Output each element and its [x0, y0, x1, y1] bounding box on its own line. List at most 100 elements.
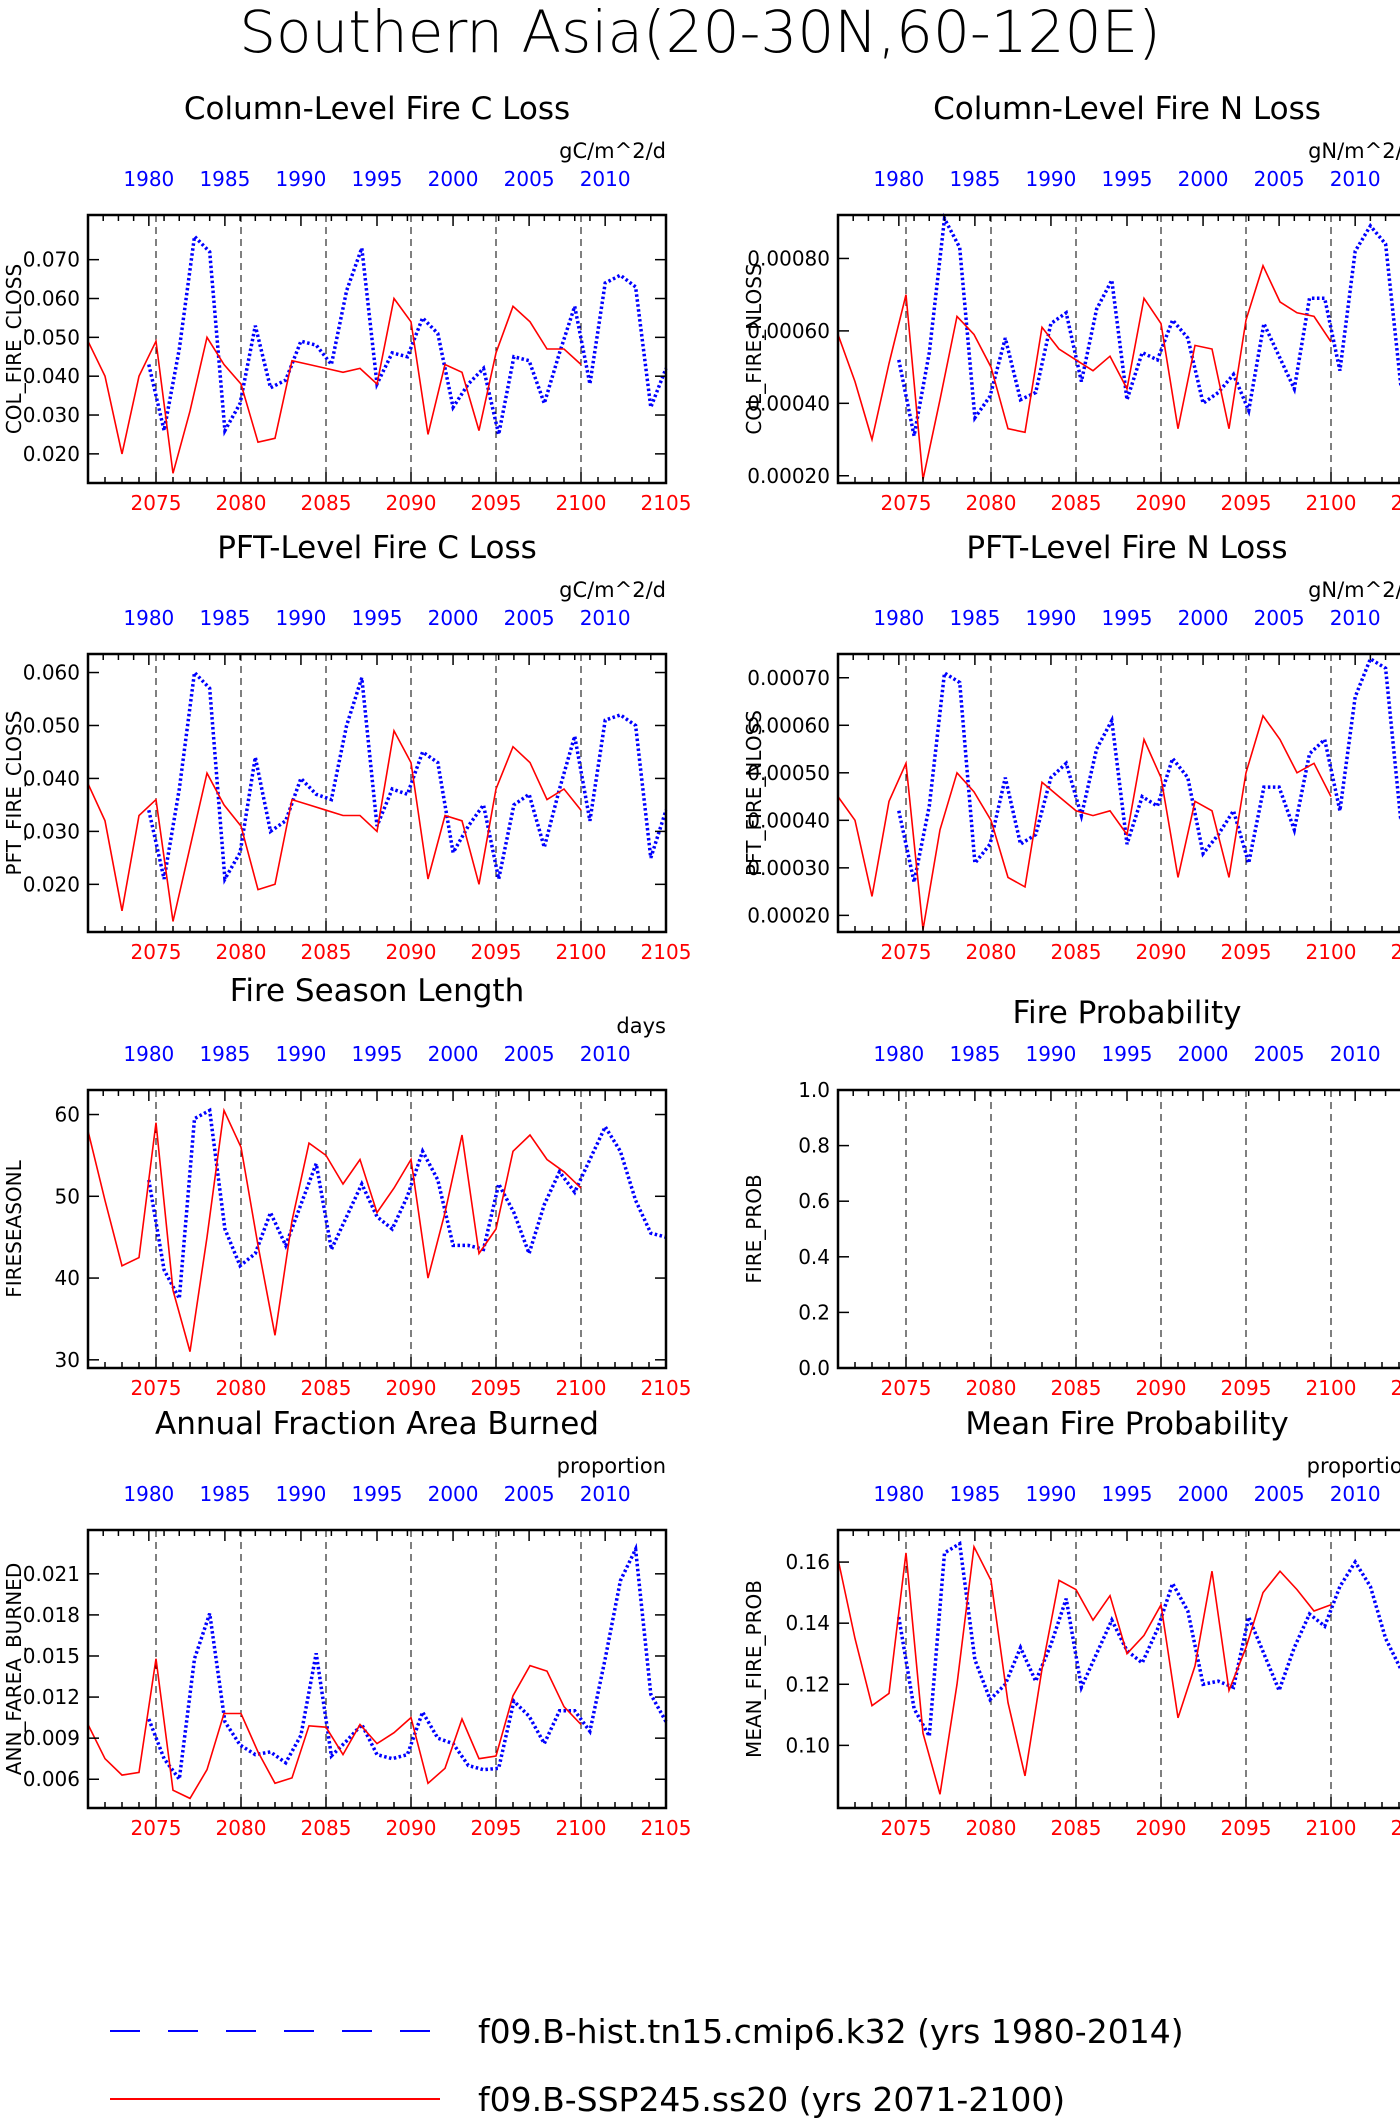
top-axis-tick-label: 1995 [352, 606, 403, 630]
top-axis-tick-label: 2000 [1178, 1042, 1229, 1066]
y-axis-tick-label: 60 [55, 1103, 80, 1127]
top-axis-tick-label: 2010 [580, 167, 631, 191]
top-axis-tick-label: 2000 [1178, 1482, 1229, 1506]
panel-title: Mean Fire Probability [965, 1406, 1288, 1442]
series-line-ssp [87, 296, 582, 474]
bottom-axis-tick-label: 2075 [881, 491, 932, 515]
top-axis-tick-label: 2010 [580, 1042, 631, 1066]
series-line-ssp [87, 1107, 582, 1352]
series-line-hist [897, 656, 1400, 883]
y-axis-tick-label: 0.00020 [747, 464, 830, 488]
bottom-axis-tick-label: 2075 [131, 491, 182, 515]
top-axis-tick-label: 2005 [504, 606, 555, 630]
bottom-axis-tick-label: 2095 [471, 1816, 522, 1840]
top-axis-tick-label: 2005 [1254, 606, 1305, 630]
plot-frame [86, 213, 668, 485]
top-axis-tick-label: 2010 [1330, 1042, 1381, 1066]
plot-frame [86, 652, 668, 934]
y-axis-tick-label: 0.00030 [747, 856, 830, 880]
panel-ann_farea_burned: 1980 1985 1990 1995 2000 2005 2010 2075 2080 2085… [2, 1406, 691, 1840]
panel-title: Annual Fraction Area Burned [155, 1406, 599, 1442]
series-line-hist [147, 668, 668, 885]
y-axis-tick-label: 0.0 [798, 1356, 830, 1380]
bottom-axis-tick-label: 2090 [386, 491, 437, 515]
top-axis-tick-label: 1995 [352, 167, 403, 191]
bottom-axis-tick-label: 2095 [1221, 491, 1272, 515]
bottom-axis-tick-label: 2085 [301, 1376, 352, 1400]
panel-title: PFT-Level Fire C Loss [217, 530, 537, 566]
legend-label-ssp: f09.B-SSP245.ss20 (yrs 2071-2100) [478, 2080, 1065, 2119]
series-line-hist [147, 1542, 668, 1784]
bottom-axis-tick-label: 2100 [556, 491, 607, 515]
top-axis-tick-label: 1995 [352, 1482, 403, 1506]
bottom-axis-tick-label: 2100 [1306, 940, 1357, 964]
top-axis-tick-label: 2005 [504, 1482, 555, 1506]
y-axis-tick-label: 0.00040 [747, 391, 830, 415]
top-axis-tick-label: 2005 [1254, 1482, 1305, 1506]
bottom-axis-tick-label: 2100 [556, 940, 607, 964]
bottom-axis-tick-label: 2105 [1391, 1816, 1400, 1840]
y-axis-tick-label: 50 [55, 1184, 80, 1208]
top-axis-tick-label: 1985 [949, 1482, 1000, 1506]
top-axis-tick-label: 1985 [949, 167, 1000, 191]
y-axis-tick-label: 0.00070 [747, 666, 830, 690]
bottom-axis-tick-label: 2100 [1306, 1816, 1357, 1840]
panel-title: Fire Season Length [230, 973, 524, 1009]
y-axis-tick-label: 0.00060 [747, 319, 830, 343]
top-axis-tick-label: 1980 [123, 606, 174, 630]
panel-fire_prob: 1980 1985 1990 1995 2000 2005 2010 2075 2080 2085… [742, 995, 1400, 1400]
y-axis-tick-label: 0.070 [23, 248, 80, 272]
top-axis-tick-label: 1990 [275, 1042, 326, 1066]
top-axis-tick-label: 1980 [873, 1042, 924, 1066]
bottom-axis-tick-label: 2105 [1391, 1376, 1400, 1400]
bottom-axis-tick-label: 2085 [1051, 491, 1102, 515]
bottom-axis-tick-label: 2075 [881, 1376, 932, 1400]
panel-pft_fire_closs: 1980 1985 1990 1995 2000 2005 2010 2075 2080 2085… [2, 530, 691, 964]
top-axis-tick-label: 1980 [873, 1482, 924, 1506]
legend-label-hist: f09.B-hist.tn15.cmip6.k32 (yrs 1980-2014… [478, 2012, 1184, 2051]
top-axis-tick-label: 2005 [1254, 1042, 1305, 1066]
top-axis-tick-label: 2010 [580, 1482, 631, 1506]
bottom-axis-tick-label: 2090 [386, 1376, 437, 1400]
bottom-axis-tick-label: 2095 [1221, 1376, 1272, 1400]
top-axis-tick-label: 2005 [504, 1042, 555, 1066]
bottom-axis-tick-label: 2105 [641, 1376, 692, 1400]
top-axis-tick-label: 1995 [1102, 1042, 1153, 1066]
y-axis-tick-label: 0.018 [23, 1603, 80, 1627]
bottom-axis-tick-label: 2105 [1391, 940, 1400, 964]
y-axis-label: PFT_FIRE_CLOSS [2, 711, 26, 876]
top-axis-tick-label: 1995 [1102, 1482, 1153, 1506]
bottom-axis-tick-label: 2095 [471, 940, 522, 964]
y-axis-tick-label: 0.030 [23, 819, 80, 843]
top-axis-tick-label: 1980 [123, 167, 174, 191]
top-axis-tick-label: 2005 [504, 167, 555, 191]
panel-fireseasonl: 1980 1985 1990 1995 2000 2005 2010 2075 2080 2085… [2, 973, 691, 1400]
bottom-axis-tick-label: 2080 [216, 1376, 267, 1400]
top-axis-tick-label: 1990 [1025, 1482, 1076, 1506]
bottom-axis-tick-label: 2085 [1051, 940, 1102, 964]
y-axis-tick-label: 0.16 [785, 1550, 830, 1574]
y-axis-tick-label: 0.006 [23, 1767, 80, 1791]
plot-frame [836, 213, 1400, 485]
y-axis-tick-label: 0.040 [23, 766, 80, 790]
top-axis-tick-label: 2000 [428, 606, 479, 630]
bottom-axis-tick-label: 2075 [131, 940, 182, 964]
bottom-axis-tick-label: 2105 [641, 491, 692, 515]
plot-frame [836, 1528, 1400, 1810]
panel-title: Fire Probability [1012, 995, 1241, 1031]
bottom-axis-tick-label: 2075 [131, 1816, 182, 1840]
bottom-axis-tick-label: 2080 [966, 1816, 1017, 1840]
y-axis-label: MEAN_FIRE_PROB [742, 1580, 766, 1758]
top-axis-tick-label: 2000 [1178, 167, 1229, 191]
bottom-axis-tick-label: 2095 [1221, 940, 1272, 964]
bottom-axis-tick-label: 2080 [216, 1816, 267, 1840]
top-axis-tick-label: 1995 [1102, 606, 1153, 630]
bottom-axis-tick-label: 2080 [966, 1376, 1017, 1400]
y-axis-label: ANN_FAREA_BURNED [2, 1563, 26, 1775]
y-axis-tick-label: 30 [55, 1348, 80, 1372]
y-axis-tick-label: 1.0 [798, 1078, 830, 1102]
bottom-axis-tick-label: 2095 [1221, 1816, 1272, 1840]
bottom-axis-tick-label: 2100 [1306, 491, 1357, 515]
y-axis-tick-label: 0.10 [785, 1733, 830, 1757]
y-axis-label: FIRESEASONL [2, 1159, 26, 1297]
